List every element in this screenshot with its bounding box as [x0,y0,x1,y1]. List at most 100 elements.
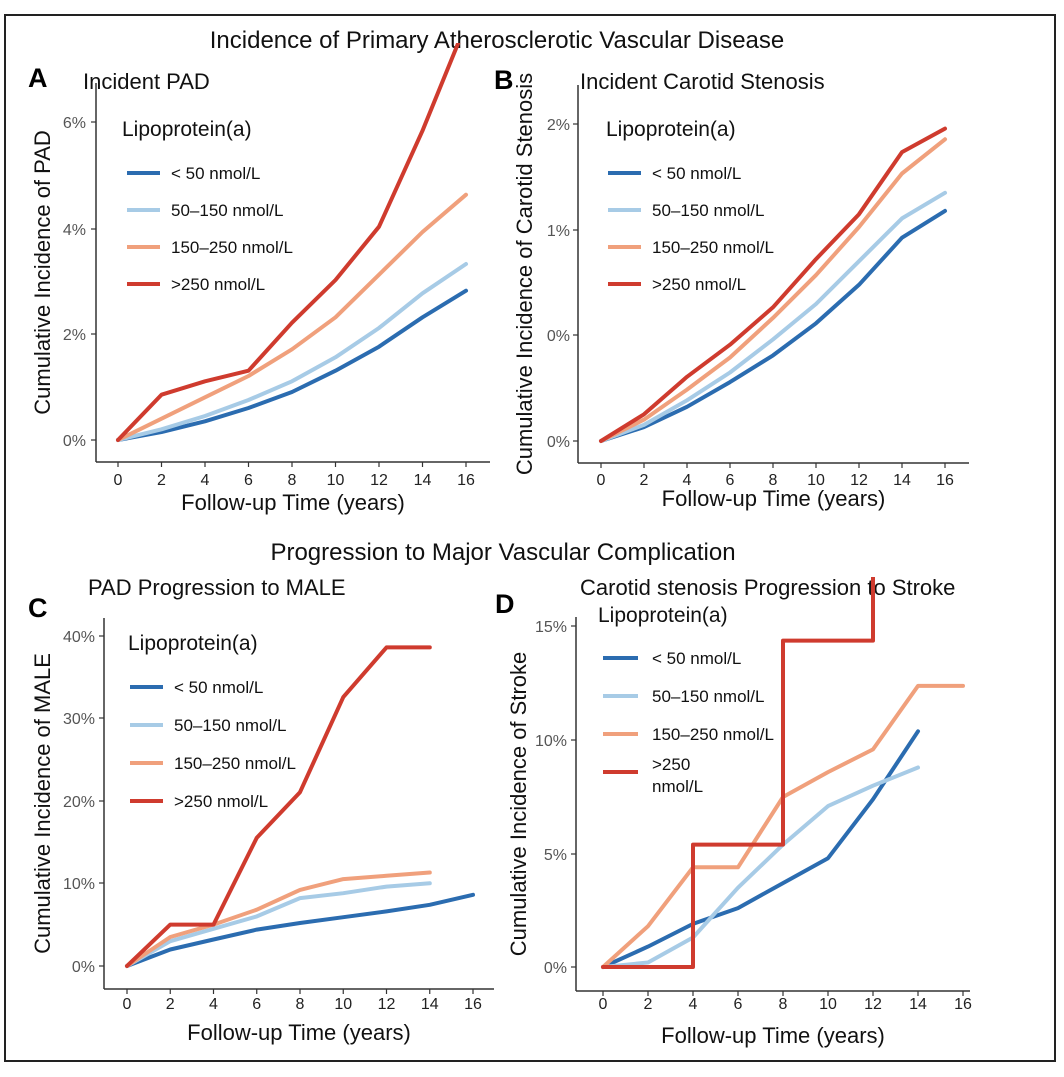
series-line-3 [116,192,468,442]
x-tick-label: 2 [640,472,649,489]
legend-label-line: < 50 nmol/L [174,678,263,697]
y-tick-label: 10% [535,733,567,750]
legend-label-line: < 50 nmol/L [652,649,741,668]
x-axis-label: Follow-up Time (years) [662,486,886,511]
legend-label-line: < 50 nmol/L [171,164,260,183]
x-tick-label: 8 [779,996,788,1013]
series-line-4 [125,645,432,968]
x-tick-label: 10 [819,996,837,1013]
x-tick-label: 10 [334,996,352,1013]
series-group [116,43,468,442]
series-line-1 [601,729,920,969]
series-line-2 [116,262,468,442]
legend-label-3: 150–250 nmol/L [171,238,293,257]
series-line-1 [125,892,475,968]
x-tick-label: 6 [244,472,253,489]
legend-label-4: >250 nmol/L [652,755,703,796]
y-axis-label: Cumulative Incidence of PAD [30,130,55,415]
y-axis-label: Cumulative Incidence of MALE [30,653,55,954]
legend-label-line: >250 nmol/L [652,275,746,294]
series-line-2 [125,881,432,968]
legend-label-line: < 50 nmol/L [652,164,741,183]
panel-title: Incident Carotid Stenosis [580,69,825,94]
legend-label-3: 150–250 nmol/L [652,238,774,257]
top-strip [0,0,1064,12]
y-tick-label: 0% [547,328,570,345]
series-line-3 [125,870,432,968]
series-line-4 [599,126,947,443]
y-tick-label: 0% [63,433,86,450]
panel-letter: D [495,589,515,619]
y-tick-label: 40% [63,629,95,646]
series-line-1 [116,288,468,442]
y-tick-label: 2% [63,327,86,344]
x-tick-label: 16 [936,472,954,489]
y-tick-label: 0% [547,434,570,451]
legend-label-line: 50–150 nmol/L [171,201,283,220]
x-tick-label: 8 [769,472,778,489]
x-tick-label: 12 [864,996,882,1013]
series-line-2 [599,190,947,443]
section-title-incidence: Incidence of Primary Atherosclerotic Vas… [210,27,784,54]
x-tick-label: 4 [201,472,210,489]
x-axis-label: Follow-up Time (years) [661,1023,885,1048]
x-axis-label: Follow-up Time (years) [181,490,405,515]
legend-label-3: 150–250 nmol/L [652,725,774,744]
x-tick-label: 2 [157,472,166,489]
panel-d: D Carotid stenosis Progression to Stroke 0… [495,575,972,1048]
legend-title: Lipoprotein(a) [128,632,258,655]
legend-label-1: < 50 nmol/L [171,164,260,183]
panel-title: Carotid stenosis Progression to Stroke [580,575,955,600]
legend-label-1: < 50 nmol/L [652,164,741,183]
y-tick-label: 5% [544,847,567,864]
x-tick-label: 12 [370,472,388,489]
y-tick-label: 2% [547,117,570,134]
legend-label-line: 150–250 nmol/L [174,754,296,773]
panel-letter: C [28,593,48,623]
legend-title: Lipoprotein(a) [606,118,736,141]
legend-label-line: 150–250 nmol/L [652,238,774,257]
x-axis-label: Follow-up Time (years) [187,1020,411,1045]
series-group [599,126,947,443]
x-tick-label: 10 [327,472,345,489]
y-tick-label: 0% [72,959,95,976]
x-tick-label: 4 [209,996,218,1013]
legend-label-line: 50–150 nmol/L [174,716,286,735]
legend-label-2: 50–150 nmol/L [174,716,286,735]
legend-label-line: 50–150 nmol/L [652,687,764,706]
panel-b: B Incident Carotid Stenosis 0% 0% 1% 2% 0 2 4 6 8 1… [494,65,969,511]
x-tick-label: 0 [123,996,132,1013]
legend-label-4: >250 nmol/L [652,275,746,294]
series-group [125,645,475,968]
panel-c: C PAD Progression to MALE 0% 10% 20% 30% 40% 0 2… [28,575,494,1045]
y-tick-label: 6% [63,115,86,132]
legend-title: Lipoprotein(a) [122,118,252,141]
x-tick-label: 16 [954,996,972,1013]
legend-label-line: nmol/L [652,777,703,796]
y-axis-label: Cumulative Incidence of Carotid Stenosis [512,73,537,475]
x-tick-label: 0 [599,996,608,1013]
legend-label-1: < 50 nmol/L [174,678,263,697]
x-tick-label: 4 [689,996,698,1013]
legend-label-4: >250 nmol/L [174,792,268,811]
legend-label-line: 150–250 nmol/L [171,238,293,257]
series-line-4 [116,43,461,442]
x-tick-label: 2 [166,996,175,1013]
panel-a: A Incident PAD 0% 2% 4% 6% 0 2 4 6 8 10 12 14 16 Follow… [28,43,490,515]
panel-letter: A [28,63,48,93]
legend-label-2: 50–150 nmol/L [652,201,764,220]
legend-title: Lipoprotein(a) [598,604,728,627]
series-line-2 [601,765,920,969]
y-tick-label: 4% [63,222,86,239]
series-line-4 [601,577,875,969]
x-tick-label: 14 [421,996,439,1013]
legend-label-line: 50–150 nmol/L [652,201,764,220]
y-axis-label: Cumulative Incidence of Stroke [506,652,531,957]
legend-label-4: >250 nmol/L [171,275,265,294]
x-tick-label: 14 [414,472,432,489]
y-tick-label: 10% [63,876,95,893]
legend-label-line: >250 nmol/L [171,275,265,294]
panel-letter: B [494,65,514,95]
x-tick-label: 8 [296,996,305,1013]
